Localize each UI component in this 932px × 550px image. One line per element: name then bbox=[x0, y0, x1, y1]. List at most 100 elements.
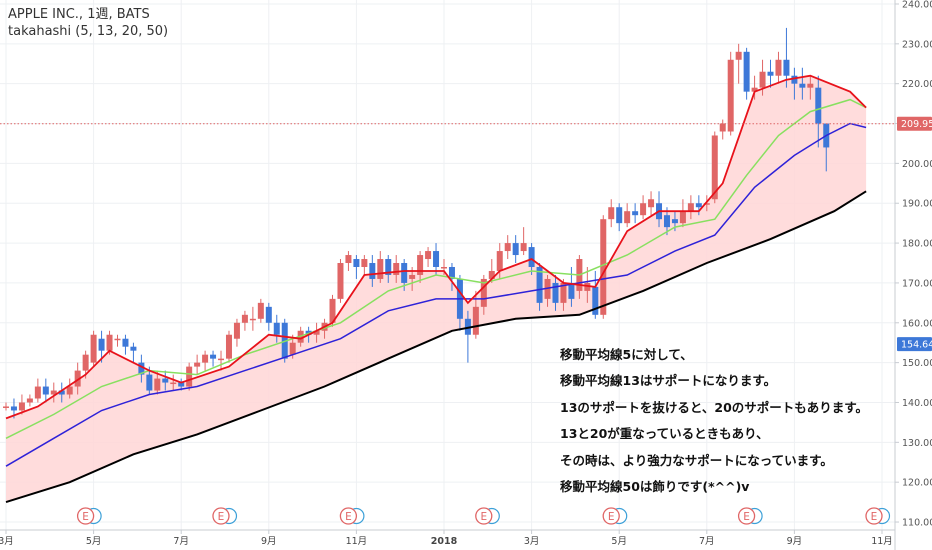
candle-body bbox=[241, 314, 248, 323]
candle-body bbox=[58, 390, 65, 395]
candle-body bbox=[42, 386, 49, 395]
last-price-tag bbox=[897, 116, 932, 131]
candle-body bbox=[441, 266, 447, 269]
x-tick-label: 9月 bbox=[787, 536, 803, 547]
candle-body bbox=[799, 83, 806, 88]
candle-body bbox=[504, 243, 511, 252]
earnings-marker[interactable]: E bbox=[602, 507, 628, 525]
candle-body bbox=[98, 338, 105, 351]
candle-body bbox=[361, 259, 368, 267]
y-tick-label: 170.00 bbox=[902, 278, 932, 289]
y-tick-label: 140.00 bbox=[902, 398, 932, 409]
price-axis[interactable]: 110.00 120.00 130.00 140.00 150.00 160.00 170.… bbox=[894, 0, 932, 550]
candle-body bbox=[560, 282, 567, 303]
earnings-marker[interactable]: E bbox=[76, 507, 102, 525]
candle-body bbox=[695, 203, 702, 208]
candle-body bbox=[329, 298, 336, 323]
candle-body bbox=[464, 318, 471, 335]
y-tick-label: 200.00 bbox=[902, 159, 932, 170]
candle-body bbox=[759, 71, 766, 88]
earnings-marker[interactable]: E bbox=[865, 507, 891, 525]
candle-body bbox=[162, 378, 169, 383]
candle-body bbox=[488, 270, 495, 279]
earnings-circle bbox=[212, 507, 230, 525]
note-line: 移動平均線5に対して、 bbox=[560, 347, 693, 362]
candle-body bbox=[600, 219, 607, 315]
candle-body bbox=[122, 338, 129, 347]
x-tick-label: 3月 bbox=[0, 536, 14, 547]
earnings-circle bbox=[339, 507, 358, 525]
x-tick-label: 7月 bbox=[699, 536, 715, 547]
candle-body bbox=[480, 278, 487, 307]
candle-body bbox=[66, 386, 73, 395]
earnings-marker[interactable]: E bbox=[212, 507, 238, 525]
earnings-marker[interactable]: E bbox=[339, 507, 365, 525]
earnings-circle bbox=[76, 507, 95, 525]
x-tick-label: 5月 bbox=[611, 536, 627, 547]
candle-body bbox=[719, 123, 726, 132]
candle-body bbox=[640, 203, 647, 216]
indicator-title[interactable]: takahashi (5, 13, 20, 50) bbox=[8, 24, 169, 39]
candle-body bbox=[616, 207, 623, 224]
earnings-label: E bbox=[218, 511, 225, 523]
ma13-line bbox=[5, 98, 867, 439]
candle-body bbox=[202, 354, 209, 363]
candle-body bbox=[528, 247, 535, 267]
candle-body bbox=[425, 251, 432, 260]
y-tick-label: 160.00 bbox=[902, 318, 932, 329]
candle-body bbox=[138, 362, 145, 375]
x-tick-label: 2018 bbox=[431, 536, 458, 547]
chart-legend: APPLE INC., 1週, BATS takahashi (5, 13, 2… bbox=[8, 6, 168, 40]
candle-body bbox=[130, 346, 137, 351]
earnings-label: E bbox=[82, 511, 89, 523]
candle-body bbox=[337, 263, 344, 299]
candle-body bbox=[210, 354, 217, 359]
earnings-label: E bbox=[608, 511, 615, 523]
candle-body bbox=[393, 263, 400, 275]
candle-body bbox=[536, 266, 543, 303]
symbol-title[interactable]: APPLE INC., 1週, BATS bbox=[8, 7, 150, 22]
y-tick-label: 230.00 bbox=[902, 39, 932, 50]
candle-body bbox=[186, 366, 193, 387]
ma20-line bbox=[5, 122, 867, 467]
time-axis[interactable]: 3月 5月 7月 9月 11月 2018 3月 5月 7月 9月 11月 bbox=[0, 529, 895, 547]
candle-body bbox=[353, 259, 360, 267]
candle-body bbox=[552, 282, 559, 303]
candle-body bbox=[815, 87, 822, 124]
candle-body bbox=[3, 406, 9, 408]
candle-body bbox=[50, 390, 57, 395]
candle-body bbox=[18, 402, 25, 411]
candle-body bbox=[34, 386, 41, 399]
candle-body bbox=[433, 251, 440, 267]
candle-body bbox=[369, 263, 376, 279]
candle-body bbox=[663, 215, 670, 228]
x-tick-label: 3月 bbox=[524, 536, 540, 547]
last-price-tag-label: 209.95 bbox=[901, 119, 932, 130]
candle-body bbox=[496, 251, 503, 271]
candle-body bbox=[735, 51, 742, 60]
y-tick-label: 180.00 bbox=[902, 239, 932, 250]
marker-price-tag bbox=[897, 337, 932, 352]
x-tick-label: 9月 bbox=[261, 536, 277, 547]
earnings-marker[interactable]: E bbox=[475, 507, 500, 525]
candle-body bbox=[385, 259, 392, 275]
candle-body bbox=[82, 354, 89, 371]
earnings-circle bbox=[865, 507, 883, 525]
candle-body bbox=[90, 334, 97, 363]
ma-band-fill bbox=[6, 75, 867, 503]
earnings-marker[interactable]: E bbox=[737, 507, 763, 525]
chart-grid bbox=[0, 0, 895, 530]
candle-body bbox=[512, 243, 519, 256]
candle-body bbox=[767, 71, 774, 76]
ma50-line bbox=[5, 190, 867, 504]
note-line: 13と20が重なっているときもあり、 bbox=[560, 426, 769, 442]
candle-body bbox=[178, 382, 185, 387]
candle-body bbox=[703, 203, 710, 205]
earnings-circle bbox=[737, 507, 756, 525]
candle-body bbox=[624, 211, 631, 224]
candle-body bbox=[146, 374, 153, 391]
candle-body bbox=[114, 338, 121, 341]
candle-body bbox=[743, 51, 750, 92]
